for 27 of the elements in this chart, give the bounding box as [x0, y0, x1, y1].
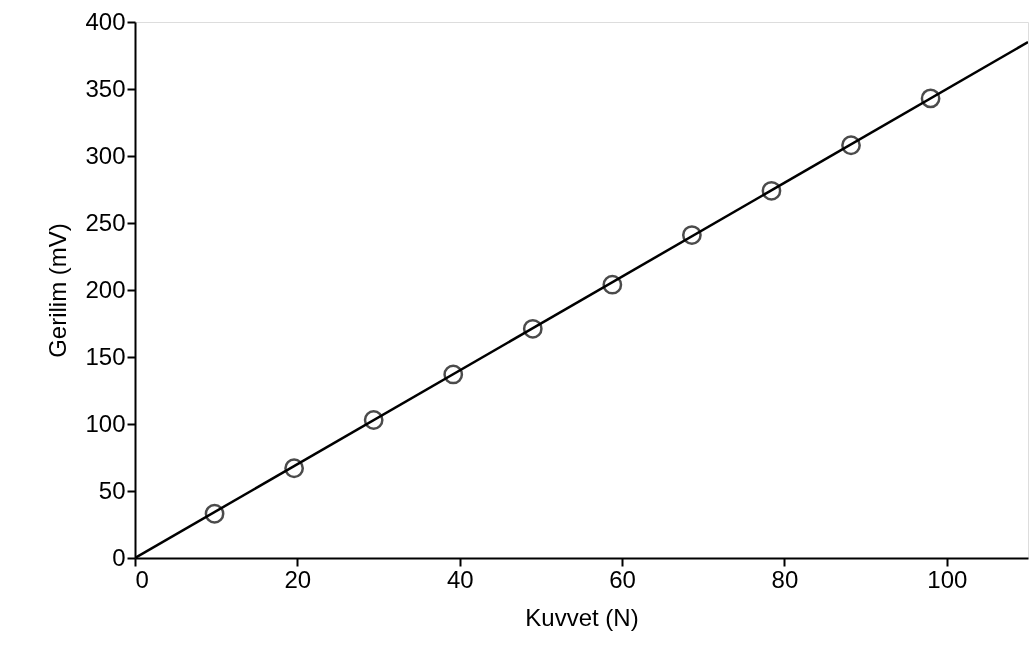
- point: [443, 364, 464, 385]
- y-tick-label: 400: [85, 7, 126, 35]
- y-axis-title: Gerilim (mV): [44, 223, 72, 358]
- y-tick-label: 200: [85, 275, 126, 303]
- point: [761, 180, 782, 201]
- x-tick-label: 0: [135, 565, 149, 593]
- point: [363, 410, 384, 430]
- point: [682, 225, 702, 245]
- y-tick-label: 0: [112, 543, 126, 571]
- y-tick-label: 350: [85, 74, 126, 102]
- y-tick-label: 300: [85, 141, 126, 169]
- x-tick-label: 80: [771, 565, 799, 593]
- point: [841, 135, 861, 156]
- point: [920, 88, 941, 109]
- point: [602, 274, 623, 295]
- y-tick-label: 50: [98, 476, 126, 504]
- x-axis-title: Kuvvet (N): [525, 603, 639, 631]
- point: [204, 503, 225, 524]
- x-tick-label: 100: [927, 565, 968, 593]
- y-tick-label: 100: [85, 409, 126, 437]
- x-tick-label: 60: [609, 565, 636, 593]
- y-tick-label: 150: [85, 342, 126, 370]
- x-tick-label: 20: [284, 565, 312, 593]
- point: [522, 318, 543, 339]
- y-tick-label: 250: [85, 208, 126, 236]
- point: [284, 458, 305, 479]
- x-tick-label: 40: [446, 565, 474, 593]
